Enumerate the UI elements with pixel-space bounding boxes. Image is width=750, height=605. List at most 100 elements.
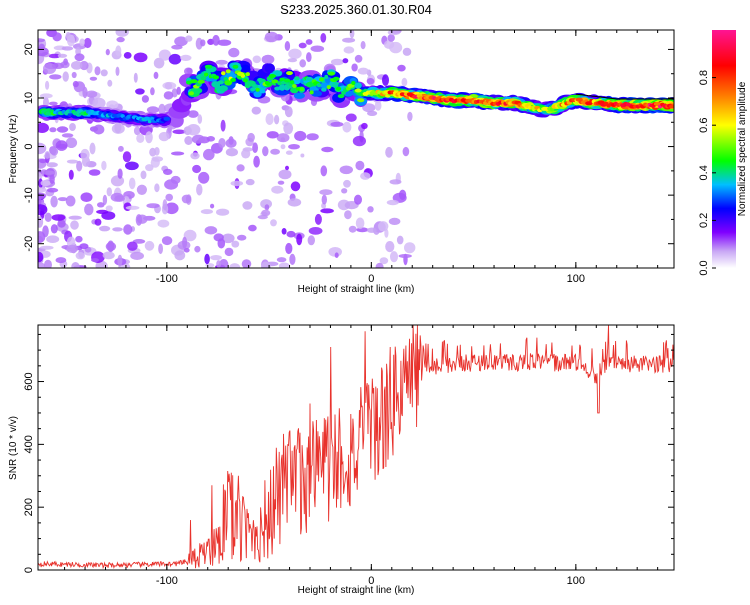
noise-blob — [215, 59, 228, 65]
ridge-blob — [223, 77, 228, 81]
noise-blob — [257, 215, 268, 220]
noise-blob — [206, 136, 215, 142]
noise-blob — [290, 181, 301, 192]
noise-blob — [357, 67, 369, 75]
noise-blob — [228, 47, 240, 58]
ridge-blob — [336, 86, 342, 91]
noise-blob — [287, 198, 302, 207]
ridge-blob — [250, 87, 256, 92]
noise-blob — [79, 243, 89, 250]
noise-blob — [200, 39, 206, 47]
noise-blob — [276, 257, 287, 263]
ridge-blob — [212, 75, 220, 80]
noise-blob — [351, 63, 358, 72]
noise-blob — [110, 175, 125, 187]
y-tick-label: 0 — [23, 567, 35, 573]
noise-blob — [46, 162, 58, 168]
ridge-blob — [163, 116, 171, 121]
ridge-blob — [284, 78, 291, 83]
noise-blob — [252, 142, 258, 153]
noise-blob — [171, 151, 185, 156]
noise-blob — [41, 170, 56, 175]
ridge-blob — [257, 77, 264, 82]
snr-series-line — [38, 325, 674, 570]
noise-blob — [102, 194, 108, 205]
ridge-blob — [243, 78, 248, 83]
ridge-blob — [248, 81, 253, 86]
noise-blob — [182, 236, 188, 249]
noise-blob — [176, 86, 181, 95]
noise-blob — [50, 195, 58, 208]
noise-blob — [146, 106, 160, 114]
noise-blob — [122, 151, 132, 163]
noise-blob — [266, 131, 279, 139]
spectrogram-frame — [37, 29, 675, 269]
noise-blob — [132, 239, 146, 244]
noise-blob — [294, 130, 307, 142]
noise-blob — [306, 133, 319, 141]
noise-blob — [389, 30, 402, 34]
noise-blob — [102, 251, 115, 260]
noise-blob — [71, 71, 77, 79]
noise-blob — [261, 54, 275, 65]
noise-blob — [278, 262, 290, 268]
noise-blob — [270, 148, 280, 155]
noise-blob — [252, 55, 261, 64]
colorbar-tick-label: 0.4 — [698, 165, 710, 180]
noise-blob — [48, 101, 58, 106]
noise-blob — [127, 241, 138, 251]
noise-blob — [49, 174, 55, 185]
noise-blob — [80, 192, 93, 202]
ridge-blob — [259, 89, 266, 94]
ridge-blob — [221, 71, 226, 76]
noise-blob — [307, 235, 315, 246]
ridge-blob — [268, 74, 277, 78]
noise-blob — [44, 151, 51, 159]
noise-blob — [135, 88, 145, 95]
noise-blob — [261, 261, 271, 268]
noise-blob — [248, 224, 257, 232]
noise-blob — [289, 253, 296, 265]
noise-blob — [79, 60, 89, 71]
noise-blob — [385, 146, 393, 158]
noise-blob — [75, 252, 86, 260]
ridge-blob — [286, 71, 293, 76]
noise-blob — [144, 240, 155, 251]
figure-title: S233.2025.360.01.30.R04 — [280, 2, 432, 17]
noise-blob — [187, 110, 199, 118]
noise-blob — [49, 127, 57, 133]
ridge-blob — [274, 86, 281, 91]
noise-blob — [70, 220, 79, 230]
noise-blob — [125, 205, 140, 210]
colorbar: 0.0 0.2 0.4 0.6 0.8 Normalized spectral ampl… — [698, 30, 748, 276]
noise-blob — [157, 219, 170, 228]
noise-blob — [224, 247, 234, 257]
noise-blob — [245, 178, 255, 186]
noise-blob — [38, 195, 42, 208]
noise-blob — [288, 48, 302, 59]
noise-blob — [285, 165, 289, 171]
noise-blob — [180, 54, 192, 62]
x-tick-label: 100 — [567, 575, 585, 587]
noise-blob — [231, 240, 240, 248]
noise-blob — [89, 142, 96, 155]
noise-blob — [355, 160, 365, 171]
spectrogram-marks — [38, 30, 674, 268]
noise-blob — [61, 133, 74, 138]
noise-blob — [45, 80, 50, 90]
noise-blob — [204, 253, 210, 265]
noise-blob — [191, 134, 205, 144]
noise-blob — [93, 124, 105, 135]
noise-blob — [378, 221, 389, 232]
colorbar-ticks: 0.0 0.2 0.4 0.6 0.8 — [698, 70, 716, 276]
noise-blob — [387, 34, 395, 42]
noise-blob — [65, 137, 78, 148]
ridge-blob — [214, 85, 223, 90]
x-tick-label: -100 — [156, 575, 178, 587]
noise-blob — [76, 160, 83, 172]
ridge-blob — [225, 69, 231, 74]
noise-blob — [145, 131, 153, 144]
noise-blob — [158, 49, 171, 61]
noise-blob — [44, 212, 52, 222]
ridge-blob — [264, 81, 271, 86]
